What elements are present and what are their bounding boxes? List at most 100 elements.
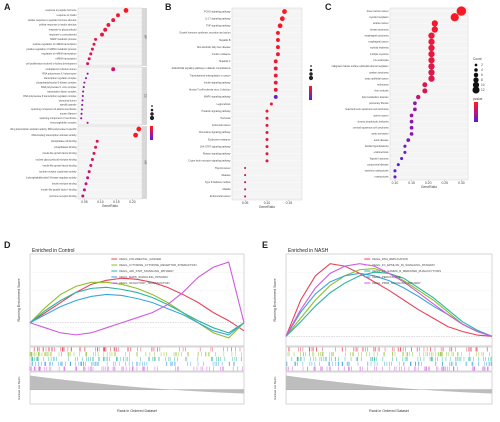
a-dot <box>80 112 83 115</box>
e-legend-label: KEGG_FC_GAMMA_R_MEDIATED_PHAGOCYTOSIS <box>372 269 441 273</box>
a-term-label: DNA-binding transcription activator acti… <box>10 128 77 131</box>
c-term-label: myeloid leukemia <box>370 47 389 50</box>
b-term-label: Human T-cell leukemia virus 1 infection <box>189 89 231 92</box>
c-dot <box>403 150 407 154</box>
a-term-label: phosphatase binding <box>54 146 77 149</box>
c-dot <box>431 20 438 27</box>
b-dot <box>265 145 269 149</box>
d-legend-label: KEGG_MAPK_SIGNALING_PATHWAY <box>119 275 168 279</box>
b-legend-dot <box>309 68 313 72</box>
a-term-label: miRNA transcription <box>55 58 77 61</box>
a-dot <box>80 108 83 111</box>
a-term-label: NADP metabolic process <box>50 38 77 41</box>
a-dot <box>86 62 90 66</box>
c-xlabel: GeneRatio <box>421 185 437 189</box>
b-dot <box>275 30 280 35</box>
a-tick-label: 0.15 <box>113 200 120 204</box>
a-dot <box>94 37 98 41</box>
b-term-label: Relaxin signaling pathway <box>203 153 231 156</box>
c-term-label: ovarian carcinoma <box>369 71 389 74</box>
a-dot <box>81 94 84 98</box>
e-ylabel: Running Enrichment Score <box>273 279 277 322</box>
c-colorbar-title: pvalue <box>473 97 483 101</box>
a-dot <box>100 32 104 37</box>
a-term-label: response to peptide hormone <box>45 9 77 12</box>
c-term-label: conjunctival disease <box>367 163 389 166</box>
a-term-label: nuclear glucocorticoid receptor binding <box>36 158 78 161</box>
a-dot <box>82 86 85 89</box>
b-dot <box>265 138 269 142</box>
a-term-label: insulin receptor binding <box>52 183 77 186</box>
a-term-label: lysosomal lumen <box>59 99 77 102</box>
c-term-label: multiple myeloma <box>370 53 389 56</box>
b-dot <box>265 109 269 113</box>
a-colorbar <box>150 126 153 140</box>
c-dot <box>409 113 414 118</box>
d-series-line <box>29 261 245 336</box>
c-dot <box>450 13 459 22</box>
c-legend-title: Count <box>473 57 482 61</box>
a-plot-bg <box>77 125 143 200</box>
a-dot <box>80 117 83 120</box>
c-dot <box>422 88 428 94</box>
b-dot <box>282 9 287 14</box>
c-dot <box>406 138 411 142</box>
b-term-label: Transcriptional misregulation in cancer <box>190 74 231 77</box>
a-dot <box>111 67 116 72</box>
d-ylabel: Running Enrichment Score <box>17 279 21 322</box>
a-legend-dot <box>151 105 153 107</box>
a-term-label: DNA-binding transcription activator acti… <box>32 134 78 137</box>
c-dot <box>428 75 435 82</box>
c-term-label: mastocytosis <box>375 176 390 179</box>
b-dot <box>265 123 269 127</box>
panel-label-c: C <box>325 2 332 12</box>
c-tick-label: 0.15 <box>408 181 415 185</box>
a-dot <box>92 151 96 155</box>
d-title: Enriched in Control <box>32 248 75 254</box>
b-xlabel: GeneRatio <box>259 205 275 209</box>
a-dot <box>111 18 116 23</box>
c-colorbar <box>474 102 478 122</box>
d-legend-label: KEGG_JAK_STAT_SIGNALING_PATHWAY <box>119 269 174 273</box>
a-facet-label: BP <box>144 35 148 39</box>
b-term-label: Chemokine signaling pathway <box>199 131 232 134</box>
b-dot <box>244 174 247 177</box>
a-legend-dot <box>149 115 155 121</box>
b-term-label: Legionellosis <box>217 103 232 106</box>
b-term-label: Measles <box>222 174 232 177</box>
b-legend-dot <box>309 72 313 76</box>
a-dot <box>106 22 111 27</box>
a-term-label: insulin-like growth factor I binding <box>41 189 77 192</box>
b-dot <box>273 59 278 64</box>
c-dot <box>428 50 435 58</box>
b-dot <box>244 195 247 198</box>
a-dot <box>81 194 85 198</box>
d-series-line <box>29 293 245 336</box>
a-term-label: response to insulin <box>57 14 78 17</box>
c-legend-label: 4 <box>481 68 483 72</box>
a-facet-strip <box>142 126 147 199</box>
c-tick-label: 0.10 <box>392 181 399 185</box>
c-term-label: chronic lymphocytic leukemia <box>357 120 389 123</box>
a-term-label: insulin-like growth factor binding <box>42 164 77 167</box>
b-dot <box>273 94 278 99</box>
panel-c-dotplot: bone marrow cancer myeloid neoplasm ovaria… <box>331 6 485 189</box>
a-term-label: hormone receptor binding <box>49 195 77 198</box>
c-dot <box>428 38 435 45</box>
c-term-label: esophageal cancer <box>368 41 388 44</box>
c-dot <box>400 156 404 161</box>
panel-label-e: E <box>262 240 269 250</box>
c-legend-label: 10 <box>481 83 485 87</box>
b-dot <box>244 181 247 184</box>
b-term-label: Hepatitis C <box>219 60 231 63</box>
a-tick-label: 0.10 <box>97 200 104 204</box>
a-term-label: cellular response to insulin stimulus <box>39 24 77 27</box>
b-colorbar <box>309 86 312 100</box>
c-legend-dot <box>474 68 478 72</box>
b-dot <box>265 159 269 163</box>
a-dot <box>133 132 138 138</box>
b-term-label: Thyroid cancer <box>215 167 231 170</box>
e-legend-label: KEGG_PEROXISOME <box>372 275 401 279</box>
a-dot <box>86 176 90 180</box>
b-term-label: AGE-RAGE signaling pathway in diabetic c… <box>172 67 232 70</box>
